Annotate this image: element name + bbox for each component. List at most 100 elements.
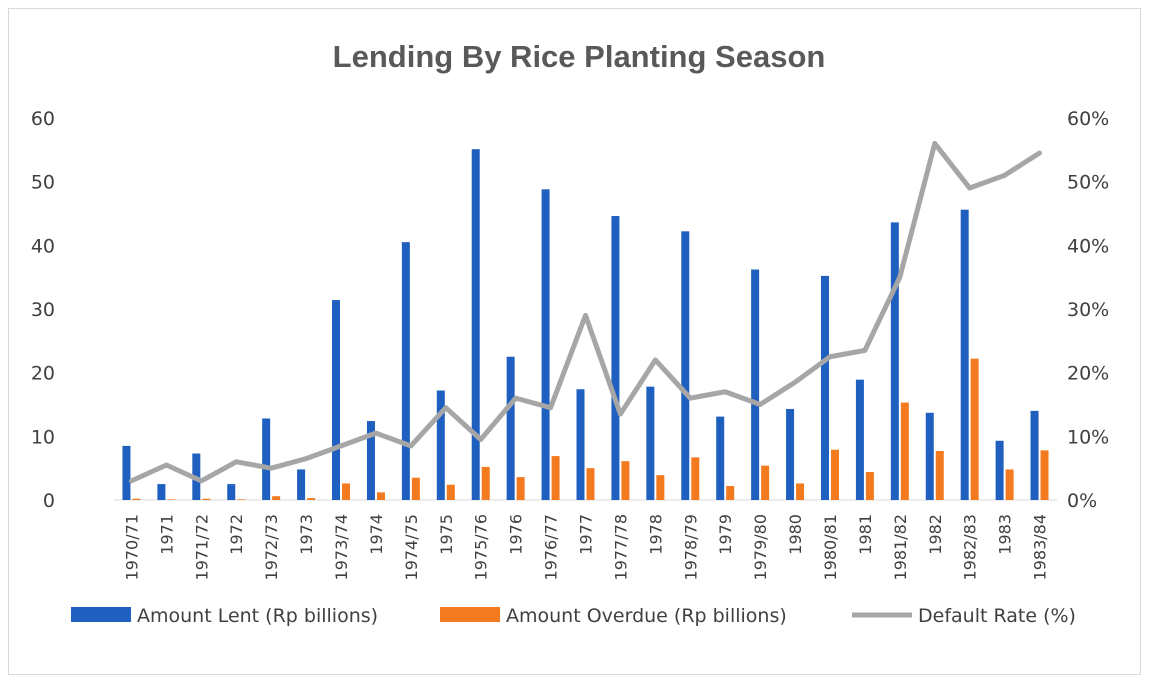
amount-lent-bar — [157, 484, 166, 500]
x-axis-tick-label: 1973 — [297, 514, 316, 555]
amount-overdue-bar — [376, 492, 385, 500]
x-axis-tick-label: 1982/83 — [961, 514, 980, 580]
legend-label: Amount Overdue (Rp billions) — [506, 605, 787, 627]
x-axis-tick-label: 1980 — [786, 514, 805, 555]
legend-label: Default Rate (%) — [918, 605, 1076, 627]
default-rate-line-group — [128, 140, 1043, 484]
amount-lent-bar — [227, 484, 236, 500]
right-axis-tick-label: 30% — [1067, 299, 1109, 321]
legend: Amount Lent (Rp billions) Amount Overdue … — [71, 605, 1076, 627]
amount-overdue-bar — [551, 456, 560, 500]
x-axis-tick-label: 1974/75 — [402, 514, 421, 580]
amount-lent-bar — [751, 269, 760, 500]
amount-lent-bar — [786, 408, 795, 500]
x-axis-tick-label: 1983/84 — [1031, 514, 1050, 580]
amount-overdue-bar — [481, 466, 490, 500]
amount-lent-bar — [541, 189, 550, 500]
amount-lent-bar — [297, 469, 306, 500]
x-axis-tick-label: 1979/80 — [751, 514, 770, 580]
x-axis-tick-label: 1980/81 — [821, 514, 840, 580]
left-axis-tick-label: 60 — [31, 108, 55, 130]
left-axis-ticks: 0 10 20 30 40 50 60 — [31, 108, 55, 512]
amount-overdue-bar — [202, 498, 211, 500]
legend-swatch — [440, 607, 500, 622]
amount-overdue-bar — [691, 457, 700, 500]
amount-lent-bar — [401, 242, 410, 500]
default-rate-line — [128, 140, 1043, 484]
amount-overdue-bar — [830, 449, 839, 500]
amount-lent-bar — [576, 389, 585, 500]
x-axis-tick-label: 1973/74 — [332, 514, 351, 580]
legend-label: Amount Lent (Rp billions) — [137, 605, 378, 627]
amount-lent-bar — [855, 379, 864, 500]
chart-title: Lending By Rice Planting Season — [333, 39, 826, 74]
amount-overdue-bar — [796, 483, 805, 500]
x-axis-tick-label: 1978 — [646, 514, 665, 555]
amount-overdue-bar — [446, 484, 455, 500]
amount-lent-bar — [611, 216, 620, 500]
right-axis-tick-label: 0% — [1067, 490, 1097, 512]
x-axis-tick-label: 1976/77 — [542, 514, 561, 580]
amount-overdue-bar — [586, 468, 595, 500]
left-axis-tick-label: 0 — [43, 490, 55, 512]
amount-lent-bar — [122, 445, 131, 500]
x-axis-tick-label: 1977 — [577, 514, 596, 555]
amount-overdue-bar — [1040, 450, 1049, 500]
x-axis-tick-label: 1983 — [996, 514, 1015, 555]
right-axis-tick-label: 40% — [1067, 235, 1109, 257]
x-axis-tick-label: 1972 — [227, 514, 246, 555]
right-axis-tick-label: 60% — [1067, 108, 1109, 130]
x-axis-tick-label: 1970/71 — [122, 514, 141, 580]
amount-overdue-bar — [900, 402, 909, 500]
amount-overdue-bar — [167, 499, 176, 500]
x-axis-tick-label: 1971/72 — [192, 514, 211, 580]
amount-overdue-bar — [865, 471, 874, 500]
x-axis-tick-label: 1978/79 — [681, 514, 700, 580]
amount-lent-bar — [925, 412, 934, 500]
amount-overdue-bar — [761, 465, 770, 500]
amount-lent-bar — [890, 222, 899, 500]
x-axis-ticks: 1970/71 1971 1971/72 1972 1972/73 1973 1973/74… — [122, 514, 1049, 580]
amount-overdue-bar — [621, 461, 630, 500]
amount-lent-bar — [960, 209, 969, 500]
legend-swatch — [71, 607, 131, 622]
amount-lent-bar — [1030, 410, 1039, 500]
amount-overdue-bar — [935, 450, 944, 500]
amount-overdue-bar — [342, 483, 351, 500]
x-axis-tick-label: 1982 — [926, 514, 945, 555]
x-axis-tick-label: 1971 — [157, 514, 176, 555]
amount-overdue-bar — [1005, 469, 1014, 500]
amount-lent-bar — [366, 421, 375, 500]
x-axis-tick-label: 1975 — [437, 514, 456, 555]
amount-lent-bars — [122, 149, 1039, 501]
amount-overdue-bar — [272, 496, 281, 500]
amount-lent-bar — [506, 356, 515, 500]
right-axis-tick-label: 50% — [1067, 172, 1109, 194]
amount-overdue-bar — [726, 485, 735, 500]
amount-lent-bar — [471, 149, 480, 501]
amount-lent-bar — [716, 416, 725, 500]
chart-svg: Lending By Rice Planting Season 0 10 20 30 4… — [31, 39, 1109, 627]
x-axis-tick-label: 1975/76 — [472, 514, 491, 580]
amount-overdue-bar — [516, 477, 525, 500]
amount-overdue-bars — [132, 358, 1049, 500]
left-axis-tick-label: 50 — [31, 172, 55, 194]
amount-lent-bar — [820, 275, 829, 500]
amount-lent-bar — [436, 390, 445, 500]
amount-lent-bar — [995, 440, 1004, 500]
amount-overdue-bar — [307, 498, 316, 500]
amount-overdue-bar — [656, 475, 665, 500]
left-axis-tick-label: 30 — [31, 299, 55, 321]
right-axis-ticks: 0% 10% 20% 30% 40% 50% 60% — [1067, 108, 1109, 512]
x-axis-tick-label: 1972/73 — [262, 514, 281, 580]
amount-overdue-bar — [411, 477, 420, 500]
amount-overdue-bar — [237, 499, 246, 500]
left-axis-tick-label: 40 — [31, 235, 55, 257]
amount-overdue-bar — [132, 498, 141, 500]
left-axis-tick-label: 20 — [31, 363, 55, 385]
x-axis-tick-label: 1974 — [367, 514, 386, 555]
x-axis-tick-label: 1981 — [856, 514, 875, 555]
right-axis-tick-label: 10% — [1067, 426, 1109, 448]
left-axis-tick-label: 10 — [31, 426, 55, 448]
x-axis-tick-label: 1976 — [507, 514, 526, 555]
